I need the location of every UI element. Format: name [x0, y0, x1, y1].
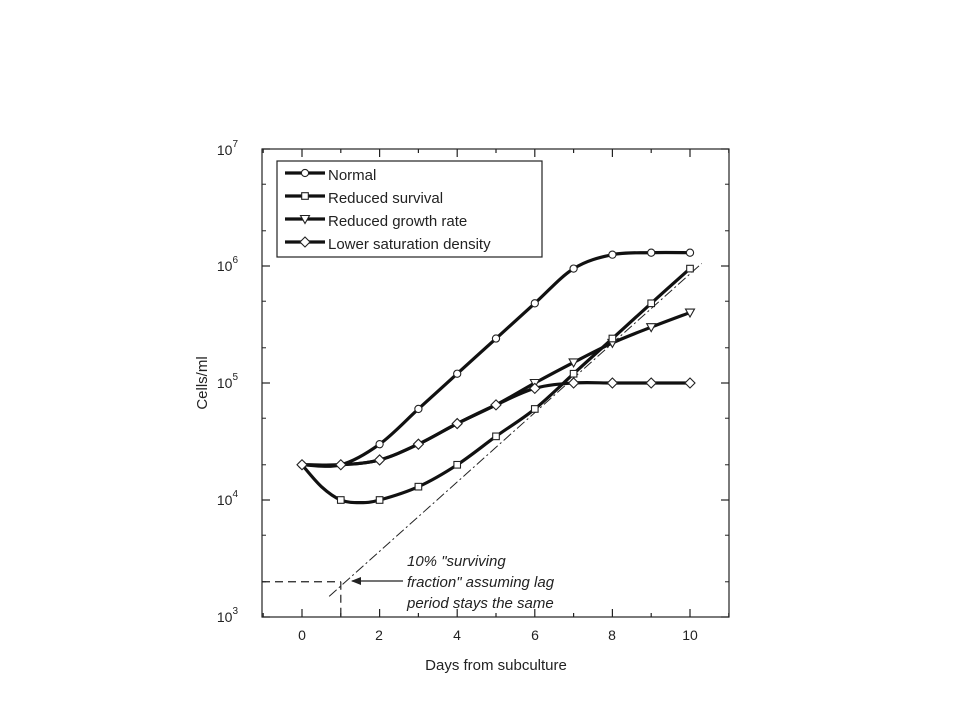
data-point-normal — [453, 369, 462, 378]
data-point-reduced-growth-rate — [645, 323, 657, 333]
data-point-lower-saturation-density — [567, 377, 580, 389]
data-point-lower-saturation-density — [645, 377, 657, 389]
data-point-reduced-survival — [647, 299, 656, 308]
legend: Normal Reduced survival Reduced growth r… — [276, 160, 543, 258]
data-point-lower-saturation-density — [373, 454, 386, 466]
y-axis-title: Cells/ml — [194, 356, 211, 409]
data-point-reduced-growth-rate — [568, 358, 580, 369]
series-line-reduced-survival — [300, 267, 692, 505]
data-point-normal — [530, 299, 539, 308]
y-tick-label-100000: 105 — [217, 372, 239, 391]
x-tick-label-4: 4 — [453, 627, 461, 643]
legend-label-reduced-survival: Reduced survival — [328, 190, 443, 207]
extrapolation-dash-dot-line — [328, 263, 702, 597]
x-tick-label-8: 8 — [608, 627, 616, 643]
data-point-normal — [569, 264, 578, 273]
y-tick-label-1000: 103 — [217, 606, 239, 625]
legend-label-lower-saturation-density: Lower saturation density — [328, 236, 491, 253]
legend-symbols — [285, 168, 325, 248]
svg-text:103: 103 — [217, 606, 239, 625]
data-point-normal — [647, 248, 656, 257]
data-point-lower-saturation-density — [335, 459, 347, 471]
data-point-normal — [414, 404, 423, 414]
svg-text:106: 106 — [217, 255, 239, 274]
y-tick-label-10000: 104 — [217, 489, 239, 508]
data-point-lower-saturation-density — [606, 377, 619, 389]
data-point-reduced-survival — [453, 460, 462, 469]
data-point-reduced-survival — [686, 264, 694, 273]
x-axis-title: Days from subculture — [425, 657, 567, 674]
data-point-lower-saturation-density — [490, 399, 502, 411]
series-lines — [300, 250, 692, 505]
y-tick-label-10000000: 107 — [217, 139, 239, 158]
data-point-reduced-survival — [336, 496, 345, 504]
y-tick-label-1000000: 106 — [217, 255, 239, 274]
legend-marker-lower-saturation-density — [299, 236, 311, 248]
surviving-fraction-reference — [262, 263, 702, 617]
data-point-normal — [491, 334, 501, 343]
series-markers — [296, 248, 696, 504]
data-point-reduced-survival — [375, 496, 384, 504]
data-point-normal — [375, 440, 384, 449]
svg-text:107: 107 — [217, 139, 239, 158]
svg-text:105: 105 — [217, 372, 239, 391]
data-point-lower-saturation-density — [412, 438, 425, 450]
y-axis-ticks — [262, 148, 729, 618]
data-point-lower-saturation-density — [296, 459, 308, 471]
data-point-reduced-survival — [492, 432, 500, 441]
x-tick-label-2: 2 — [375, 627, 383, 643]
annotation-line-3: period stays the same — [406, 595, 554, 612]
data-point-lower-saturation-density — [451, 417, 463, 430]
x-tick-label-10: 10 — [682, 627, 698, 643]
x-axis-ticks — [262, 149, 730, 617]
legend-label-normal: Normal — [328, 167, 376, 184]
data-point-reduced-growth-rate — [684, 308, 696, 319]
annotation-line-2: fraction" assuming lag — [407, 574, 555, 591]
data-point-reduced-survival — [530, 405, 539, 413]
data-point-reduced-survival — [608, 334, 617, 343]
legend-label-reduced-growth-rate: Reduced growth rate — [328, 213, 467, 230]
data-point-reduced-survival — [569, 369, 578, 378]
data-point-reduced-survival — [414, 482, 423, 491]
legend-marker-normal — [300, 168, 310, 178]
x-tick-label-6: 6 — [531, 627, 539, 643]
svg-text:104: 104 — [217, 489, 239, 508]
series-line-lower-saturation-density — [300, 381, 692, 467]
legend-marker-reduced-growth-rate — [299, 214, 311, 225]
annotation-line-1: 10% "surviving — [407, 553, 506, 570]
legend-marker-reduced-survival — [301, 192, 309, 200]
data-point-normal — [608, 250, 617, 259]
data-point-lower-saturation-density — [529, 382, 541, 395]
data-point-normal — [685, 248, 695, 257]
annotation: 10% "surviving fraction" assuming lag pe… — [351, 553, 555, 612]
x-tick-label-0: 0 — [298, 627, 306, 643]
data-point-lower-saturation-density — [684, 377, 696, 389]
